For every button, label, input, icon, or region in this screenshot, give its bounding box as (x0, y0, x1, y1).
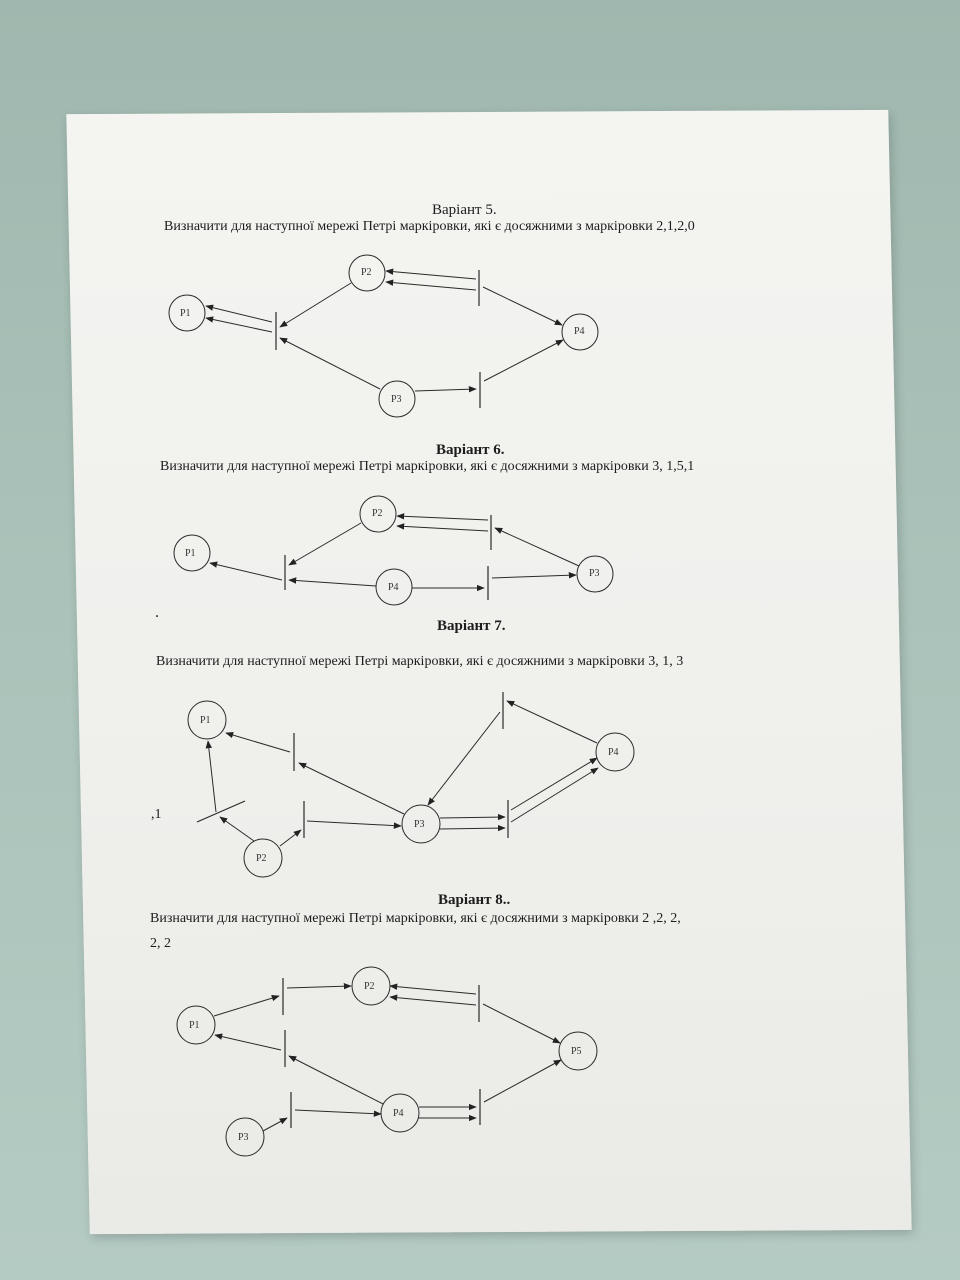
variant-7-heading: Варіант 7. (437, 618, 506, 634)
v6-place-p4 (375, 568, 413, 606)
v5-arc (279, 282, 352, 328)
v6-arc (209, 561, 283, 581)
v7-label-p3: P3 (414, 819, 425, 830)
v8-label-p3: P3 (238, 1132, 249, 1143)
v8-arc (262, 1117, 288, 1132)
v7-place-p3 (401, 804, 441, 844)
v6-place-p2 (359, 495, 397, 533)
v5-label-p2: P2 (361, 267, 372, 278)
variant-7-margin-note: ,1 (151, 807, 162, 822)
v7-arc (510, 767, 599, 823)
v5-place-p3 (378, 380, 416, 418)
v5-place-p4 (561, 313, 599, 351)
v8-arc (483, 1059, 562, 1103)
v7-label-p4: P4 (608, 747, 619, 758)
variant-8-task-line-2: 2, 2 (150, 936, 171, 951)
variant-8-diagram: P2 P1 P5 P4 P3 (176, 966, 598, 1157)
v7-arc (225, 731, 291, 753)
v5-arc (414, 386, 477, 393)
v8-place-p1 (176, 1005, 216, 1045)
v6-label-p2: P2 (372, 508, 383, 519)
v5-arc (385, 268, 477, 280)
v8-label-p5: P5 (571, 1046, 582, 1057)
v6-place-p1 (173, 534, 211, 572)
v7-arc (439, 813, 506, 821)
v7-place-p1 (187, 700, 227, 740)
v8-label-p4: P4 (393, 1108, 404, 1119)
v8-arc (286, 983, 352, 990)
v5-arc (279, 337, 381, 390)
v7-label-p2: P2 (256, 853, 267, 864)
stray-mark: . (155, 604, 159, 621)
v6-arc (396, 513, 489, 521)
v7-arc (506, 700, 598, 744)
v6-label-p4: P4 (388, 582, 399, 593)
variant-5-diagram: P1 P2 P3 P4 (168, 254, 599, 418)
variant-6-heading: Варіант 6. (436, 442, 505, 458)
v6-arc (288, 522, 362, 566)
v5-label-p3: P3 (391, 394, 402, 405)
v8-place-p3 (225, 1117, 265, 1157)
variant-5-task: Визначити для наступної мережі Петрі мар… (164, 219, 695, 234)
variant-8-task-line-1: Визначити для наступної мережі Петрі мар… (150, 911, 681, 926)
v5-place-p1 (168, 294, 206, 332)
v8-place-p5 (558, 1031, 598, 1071)
v5-arc (205, 304, 273, 323)
v7-arc (439, 824, 506, 832)
v8-arc (482, 1003, 561, 1044)
v7-arc (427, 711, 501, 806)
v7-arc (306, 820, 402, 829)
v6-label-p1: P1 (185, 548, 196, 559)
v7-transition-diagonal (196, 800, 246, 823)
v7-arc (510, 757, 598, 811)
v7-place-p4 (595, 732, 635, 772)
v5-arc (385, 279, 477, 291)
v5-arc (483, 339, 564, 382)
v8-arc (214, 1033, 282, 1051)
v6-place-p3 (576, 555, 614, 593)
v8-arc (294, 1109, 382, 1117)
v5-arc (482, 286, 563, 326)
v6-arc (494, 527, 580, 567)
v6-arc (491, 572, 577, 579)
v7-place-p2 (243, 838, 283, 878)
variant-6-task: Визначити для наступної мережі Петрі мар… (160, 459, 695, 474)
v8-arc (389, 994, 477, 1006)
v5-arc (205, 316, 273, 333)
v5-label-p1: P1 (180, 308, 191, 319)
v5-place-p2 (348, 254, 386, 292)
v7-arc (279, 829, 302, 847)
v8-arc (288, 1055, 384, 1105)
v7-arc (298, 762, 405, 815)
v8-label-p2: P2 (364, 981, 375, 992)
variant-6-diagram: P1 P2 P4 P3 (173, 495, 614, 606)
variant-7-diagram: P1 P4 P3 P2 (187, 692, 635, 878)
v8-label-p1: P1 (189, 1020, 200, 1031)
v8-arc (389, 983, 477, 995)
variant-5-heading: Варіант 5. (432, 202, 497, 218)
v5-label-p4: P4 (574, 326, 585, 337)
v7-arc (219, 816, 255, 842)
v8-arc (213, 995, 280, 1017)
v7-arc (205, 740, 217, 813)
v7-label-p1: P1 (200, 715, 211, 726)
v6-label-p3: P3 (589, 568, 600, 579)
v6-arc (288, 577, 377, 587)
variant-8-heading: Варіант 8.. (438, 892, 511, 908)
variant-7-task: Визначити для наступної мережі Петрі мар… (156, 654, 684, 669)
v6-arc (396, 523, 489, 532)
